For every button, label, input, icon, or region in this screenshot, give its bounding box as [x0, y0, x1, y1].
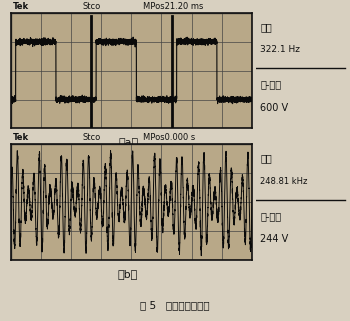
Text: 频率: 频率: [260, 22, 272, 32]
Text: MPos0.000 s: MPos0.000 s: [144, 133, 196, 142]
Text: Tek: Tek: [13, 133, 29, 142]
Text: Tek: Tek: [13, 2, 29, 11]
Text: （b）: （b）: [118, 269, 138, 280]
Text: Stco: Stco: [83, 2, 101, 11]
Text: Stco: Stco: [83, 133, 101, 142]
Text: 频率: 频率: [260, 153, 272, 163]
Text: 248.81 kHz: 248.81 kHz: [260, 177, 308, 186]
Text: 峰-峰值: 峰-峰值: [260, 80, 281, 90]
Text: 图 5   测试结果示意图: 图 5 测试结果示意图: [140, 300, 210, 310]
Text: MPos21.20 ms: MPos21.20 ms: [144, 2, 204, 11]
Text: 322.1 Hz: 322.1 Hz: [260, 45, 300, 54]
Text: 244 V: 244 V: [260, 234, 288, 244]
Text: 峰-峰值: 峰-峰值: [260, 211, 281, 221]
Text: 600 V: 600 V: [260, 103, 288, 113]
Text: （a）: （a）: [118, 138, 138, 148]
